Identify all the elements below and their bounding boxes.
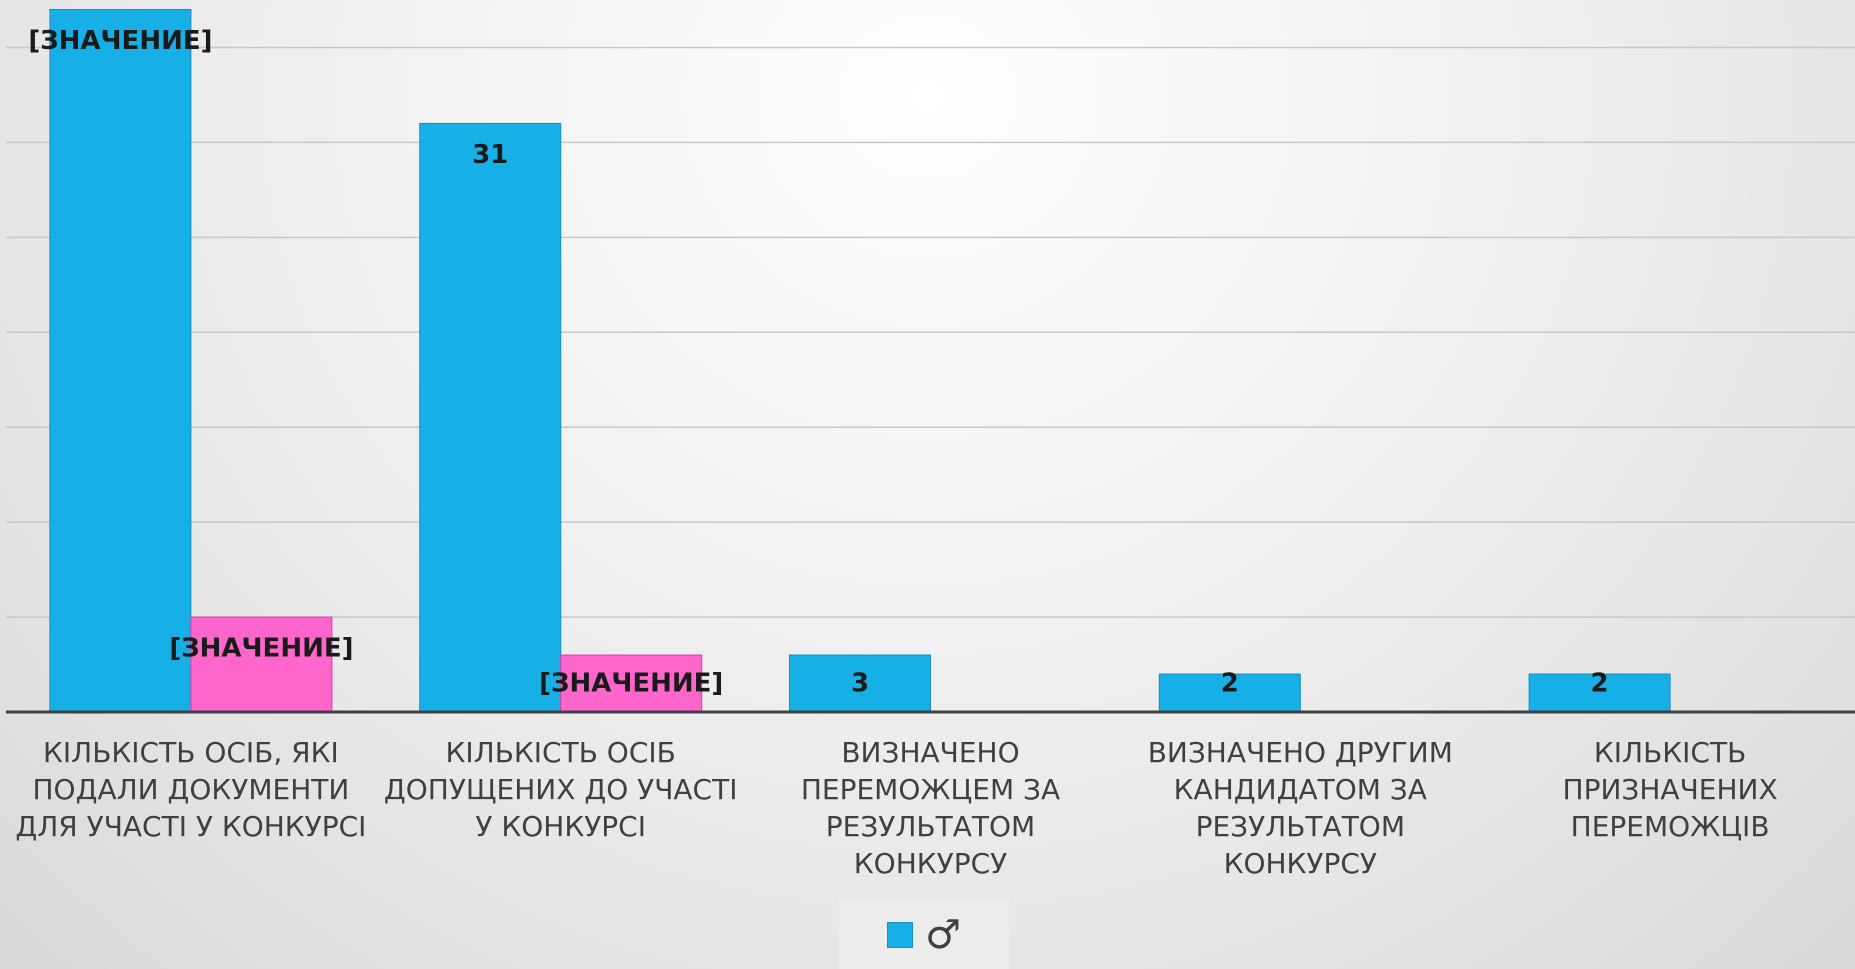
data-label: [ЗНАЧЕНИЕ] [539, 669, 723, 699]
bar [560, 654, 703, 713]
legend: ♂ [839, 900, 1009, 969]
bar [419, 122, 562, 713]
bar [49, 8, 192, 713]
data-label: 2 [1591, 669, 1609, 699]
x-tick-label: КІЛЬКІСТЬ ОСІБ, ЯКІ ПОДАЛИ ДОКУМЕНТИ ДЛЯ… [15, 736, 367, 843]
data-label: 2 [1221, 669, 1239, 699]
data-label: [ЗНАЧЕНИЕ] [169, 634, 353, 664]
bar [1528, 673, 1671, 713]
x-tick-label: КІЛЬКІСТЬ ПРИЗНАЧЕНИХ ПЕРЕМОЖЦІВ [1562, 736, 1778, 843]
bar [1158, 673, 1301, 713]
bar [789, 654, 931, 713]
bar [190, 616, 333, 713]
x-tick-label: ВИЗНАЧЕНО ПЕРЕМОЖЦЕМ ЗА РЕЗУЛЬТАТОМ КОНК… [800, 736, 1061, 880]
data-label: [ЗНАЧЕНИЕ] [28, 26, 212, 56]
data-label: 31 [472, 140, 508, 170]
legend-swatch [887, 921, 914, 948]
x-tick-label: КІЛЬКІСТЬ ОСІБ ДОПУЩЕНИХ ДО УЧАСТІ У КОН… [383, 736, 738, 843]
data-label: 3 [851, 669, 869, 699]
x-tick-label: ВИЗНАЧЕНО ДРУГИМ КАНДИДАТОМ ЗА РЕЗУЛЬТАТ… [1147, 736, 1453, 880]
legend-label: ♂ [925, 911, 961, 958]
